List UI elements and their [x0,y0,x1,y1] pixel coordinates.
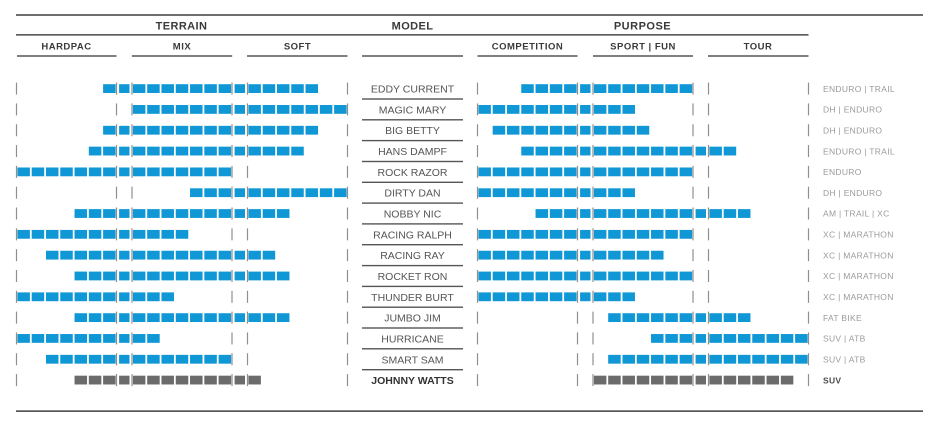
svg-text:NOBBY NIC: NOBBY NIC [384,209,442,221]
svg-text:ENDURO | TRAIL: ENDURO | TRAIL [823,146,895,156]
svg-text:SPORT | FUN: SPORT | FUN [610,42,676,53]
svg-text:TOUR: TOUR [744,42,773,53]
svg-text:PURPOSE: PURPOSE [614,20,671,32]
svg-text:DIRTY DAN: DIRTY DAN [384,188,440,200]
svg-text:BIG BETTY: BIG BETTY [385,125,440,137]
svg-text:XC | MARATHON: XC | MARATHON [823,292,894,302]
svg-text:HURRICANE: HURRICANE [381,333,443,345]
svg-text:TERRAIN: TERRAIN [156,20,208,32]
svg-text:XC | MARATHON: XC | MARATHON [823,230,894,240]
svg-text:SUV: SUV [823,375,841,385]
svg-text:ENDURO: ENDURO [823,167,862,177]
svg-text:MODEL: MODEL [392,20,434,32]
svg-text:ENDURO | TRAIL: ENDURO | TRAIL [823,84,895,94]
svg-text:THUNDER BURT: THUNDER BURT [371,292,454,304]
svg-text:JOHNNY WATTS: JOHNNY WATTS [371,375,453,387]
svg-text:JUMBO JIM: JUMBO JIM [384,313,441,325]
svg-text:MIX: MIX [173,42,192,53]
svg-text:SUV | ATB: SUV | ATB [823,354,866,364]
svg-text:SUV | ATB: SUV | ATB [823,334,866,344]
svg-text:XC | MARATHON: XC | MARATHON [823,271,894,281]
svg-text:HANS DAMPF: HANS DAMPF [378,146,447,158]
svg-text:MAGIC MARY: MAGIC MARY [379,104,446,116]
svg-text:DH | ENDURO: DH | ENDURO [823,188,882,198]
svg-text:FAT BIKE: FAT BIKE [823,313,862,323]
svg-text:COMPETITION: COMPETITION [492,42,563,53]
svg-text:SOFT: SOFT [284,42,311,53]
svg-text:DH | ENDURO: DH | ENDURO [823,105,882,115]
svg-text:XC | MARATHON: XC | MARATHON [823,250,894,260]
svg-text:HARDPAC: HARDPAC [41,42,91,53]
svg-text:ROCKET RON: ROCKET RON [378,271,448,283]
svg-text:DH | ENDURO: DH | ENDURO [823,125,882,135]
svg-text:RACING RALPH: RACING RALPH [373,229,452,241]
svg-text:AM | TRAIL | XC: AM | TRAIL | XC [823,209,890,219]
svg-text:EDDY CURRENT: EDDY CURRENT [371,84,455,96]
svg-text:ROCK RAZOR: ROCK RAZOR [377,167,447,179]
svg-text:RACING RAY: RACING RAY [380,250,445,262]
svg-text:SMART SAM: SMART SAM [381,354,443,366]
